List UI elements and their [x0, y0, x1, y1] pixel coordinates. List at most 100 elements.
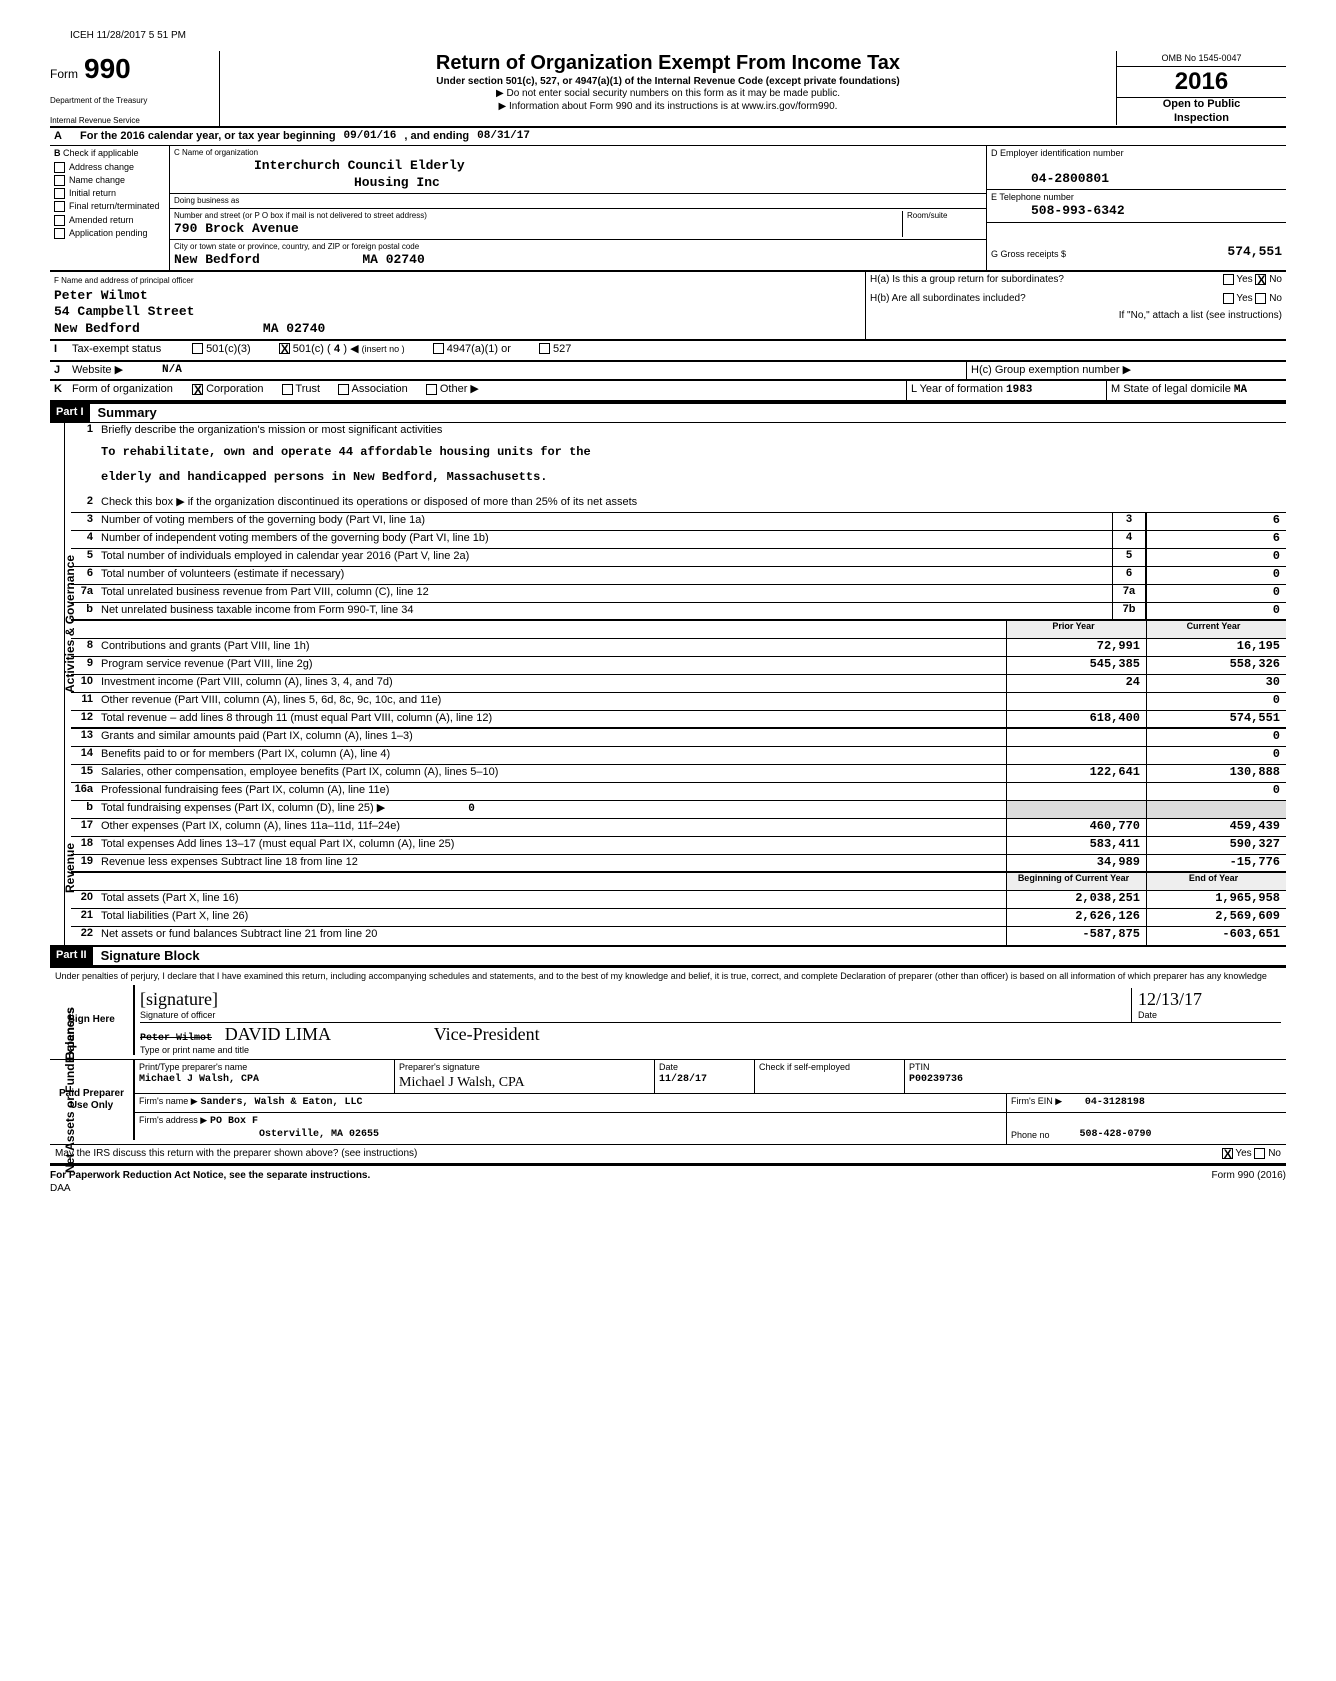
row-f-h: F Name and address of principal officer …: [50, 271, 1286, 340]
val-5: 0: [1146, 549, 1286, 566]
firm-addr-2: Osterville, MA 02655: [259, 1129, 379, 1140]
phone-label: E Telephone number: [991, 192, 1074, 202]
form-number-block: Form 990 Department of the Treasury Inte…: [50, 51, 220, 126]
check-other[interactable]: [426, 384, 437, 395]
check-amended[interactable]: [54, 215, 65, 226]
prior-9: 545,385: [1006, 657, 1146, 674]
ha-label: H(a) Is this a group return for subordin…: [870, 274, 1064, 287]
check-header: Check if applicable: [63, 148, 139, 158]
col-current: Current Year: [1146, 621, 1286, 638]
org-name-2: Housing Inc: [354, 175, 440, 190]
check-hb-yes[interactable]: [1223, 293, 1234, 304]
line-20: Total assets (Part X, line 16): [97, 891, 1006, 908]
sig-date-label: Date: [1138, 1010, 1281, 1021]
line-11: Other revenue (Part VIII, column (A), li…: [97, 693, 1006, 710]
year-block: OMB No 1545-0047 2016 Open to Public Ins…: [1116, 51, 1286, 126]
dept-irs: Internal Revenue Service: [50, 116, 213, 126]
check-initial[interactable]: [54, 188, 65, 199]
mission-line-2: elderly and handicapped persons in New B…: [71, 470, 1286, 495]
line-8: Contributions and grants (Part VIII, lin…: [97, 639, 1006, 656]
check-501c3[interactable]: [192, 343, 203, 354]
hb-no: No: [1269, 293, 1282, 304]
label-final: Final return/terminated: [69, 201, 160, 212]
check-ha-no[interactable]: [1255, 274, 1266, 285]
label-pending: Application pending: [69, 228, 148, 239]
check-501c[interactable]: [279, 343, 290, 354]
line-15: Salaries, other compensation, employee b…: [97, 765, 1006, 782]
label-corp: Corporation: [206, 383, 263, 395]
discuss-no: No: [1268, 1148, 1281, 1159]
form-org-label: Form of organization: [68, 381, 188, 400]
check-trust[interactable]: [282, 384, 293, 395]
curr-17: 459,439: [1146, 819, 1286, 836]
firm-ein-label: Firm's EIN ▶: [1011, 1096, 1062, 1106]
h-note: If "No," attach a list (see instructions…: [870, 310, 1282, 323]
check-corp[interactable]: [192, 384, 203, 395]
side-label-governance: Activities & Governance: [63, 555, 78, 693]
prior-16a: [1006, 783, 1146, 800]
check-hb-no[interactable]: [1255, 293, 1266, 304]
officer-addr: 54 Campbell Street: [54, 304, 194, 319]
side-label-netassets: Net Assets or Fund Balances: [63, 1007, 78, 1173]
tax-year: 2016: [1117, 67, 1286, 98]
prior-11: [1006, 693, 1146, 710]
form-number: 990: [84, 51, 131, 86]
row-k: K Form of organization Corporation Trust…: [50, 380, 1286, 402]
curr-15: 130,888: [1146, 765, 1286, 782]
prior-8: 72,991: [1006, 639, 1146, 656]
website-value: N/A: [158, 362, 966, 380]
typed-title-hand: Vice-President: [434, 1024, 540, 1044]
check-527[interactable]: [539, 343, 550, 354]
line-14: Benefits paid to or for members (Part IX…: [97, 747, 1006, 764]
part-ii-header: Part II Signature Block: [50, 945, 1286, 966]
line-1: Briefly describe the organization's miss…: [97, 423, 1286, 441]
curr-13: 0: [1146, 729, 1286, 746]
end-20: 1,965,958: [1146, 891, 1286, 908]
prep-signature: Michael J Walsh, CPA: [399, 1074, 650, 1092]
perjury-statement: Under penalties of perjury, I declare th…: [50, 968, 1286, 985]
officer-city: New Bedford: [54, 321, 140, 336]
val-3: 6: [1146, 513, 1286, 530]
line-4: Number of independent voting members of …: [97, 531, 1112, 548]
tax-year-begin: 09/01/16: [344, 130, 397, 144]
ein-label: D Employer identification number: [991, 148, 1124, 158]
open-public-1: Open to Public: [1117, 98, 1286, 112]
label-insert-no: (insert no ): [362, 344, 405, 354]
org-state-zip: MA 02740: [362, 252, 424, 267]
form-subtitle: Under section 501(c), 527, or 4947(a)(1)…: [230, 76, 1106, 89]
line-19: Revenue less expenses Subtract line 18 f…: [97, 855, 1006, 871]
form-title: Return of Organization Exempt From Incom…: [230, 51, 1106, 76]
firm-addr-1: PO Box F: [210, 1116, 258, 1127]
label-501c3: 501(c)(3): [206, 343, 251, 355]
discuss-question: May the IRS discuss this return with the…: [55, 1148, 1222, 1161]
col-prior: Prior Year: [1006, 621, 1146, 638]
curr-14: 0: [1146, 747, 1286, 764]
begin-22: -587,875: [1006, 927, 1146, 945]
year-formation-label: L Year of formation: [911, 383, 1003, 395]
line-7b: Net unrelated business taxable income fr…: [97, 603, 1112, 619]
val-7a: 0: [1146, 585, 1286, 602]
line-22: Net assets or fund balances Subtract lin…: [97, 927, 1006, 945]
check-pending[interactable]: [54, 228, 65, 239]
org-phone: 508-993-6342: [1031, 203, 1125, 218]
website-label: Website ▶: [68, 362, 158, 380]
curr-11: 0: [1146, 693, 1286, 710]
check-4947[interactable]: [433, 343, 444, 354]
check-address[interactable]: [54, 162, 65, 173]
part-i-title: Summary: [98, 405, 157, 421]
check-assoc[interactable]: [338, 384, 349, 395]
check-discuss-yes[interactable]: [1222, 1148, 1233, 1159]
state-domicile-label: M State of legal domicile: [1111, 383, 1231, 395]
check-discuss-no[interactable]: [1254, 1148, 1265, 1159]
line-12: Total revenue – add lines 8 through 11 (…: [97, 711, 1006, 727]
line-13: Grants and similar amounts paid (Part IX…: [97, 729, 1006, 746]
check-name[interactable]: [54, 175, 65, 186]
line-16a: Professional fundraising fees (Part IX, …: [97, 783, 1006, 800]
check-ha-yes[interactable]: [1223, 274, 1234, 285]
check-final[interactable]: [54, 201, 65, 212]
hb-yes: Yes: [1236, 293, 1252, 304]
label-assoc: Association: [352, 383, 408, 395]
curr-18: 590,327: [1146, 837, 1286, 854]
instruction-url: Information about Form 990 and its instr…: [230, 101, 1106, 114]
daa: DAA: [50, 1183, 71, 1194]
